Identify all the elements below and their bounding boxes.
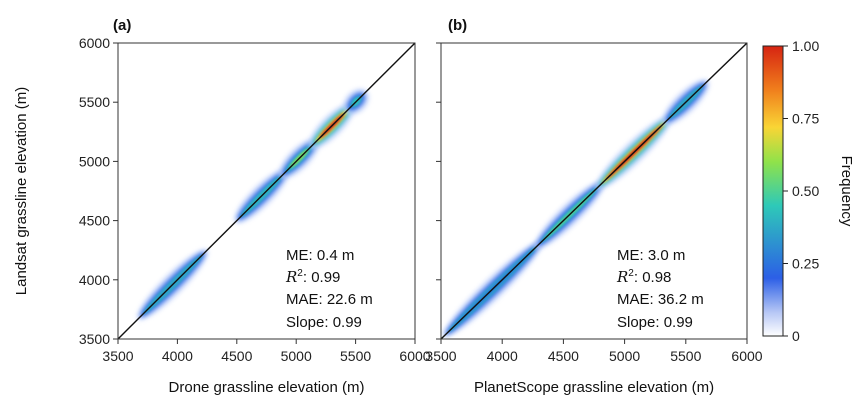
colorbar-tick-label: 0.50 [792, 183, 819, 199]
panel-a-y-ticks: 3500 4000 4500 5000 5500 6000 [79, 35, 118, 347]
colorbar-tick-label: 0 [792, 328, 800, 344]
panel-b-stat-r2-exponent: 2 [628, 268, 634, 279]
panel-b-x-axis-label: PlanetScope grassline elevation (m) [474, 379, 714, 396]
panel-b-stat-r2-symbol: R [616, 268, 628, 286]
panel-b-stat-slope: Slope: 0.99 [617, 314, 693, 331]
colorbar-tick-label: 0.25 [792, 256, 819, 272]
panel-a-label: (a) [113, 17, 131, 34]
panel-b-x-ticks: 3500 4000 4500 5000 5500 6000 [425, 339, 763, 364]
panel-b-y-ticks [436, 42, 441, 340]
panel-a-stat-r2-exponent: 2 [297, 268, 303, 279]
panel-b-x-tick-label: 5000 [609, 348, 640, 364]
panel-b-identity-line [441, 43, 747, 339]
panel-b-x-tick-label: 5500 [670, 348, 701, 364]
panel-a-x-tick-label: 6000 [399, 348, 430, 364]
colorbar-tick-label: 0.75 [792, 111, 819, 127]
panel-a-x-axis-label: Drone grassline elevation (m) [169, 379, 365, 396]
panel-a-stat-r2: R2: 0.99 [285, 268, 340, 286]
panel-a-x-tick-label: 5000 [281, 348, 312, 364]
panel-a-y-tick-label: 4500 [79, 213, 110, 229]
panel-b-frame [440, 42, 748, 340]
panel-a-x-tick-label: 5500 [340, 348, 371, 364]
panel-a-stat-me: ME: 0.4 m [286, 247, 354, 264]
panel-a-stat-slope: Slope: 0.99 [286, 314, 362, 331]
panel-a-stat-mae: MAE: 22.6 m [286, 291, 373, 308]
panel-b-stat-mae: MAE: 36.2 m [617, 291, 704, 308]
panel-a-y-tick-label: 4000 [79, 272, 110, 288]
panel-b-plot-area [441, 43, 747, 339]
colorbar-gradient [762, 45, 784, 337]
panel-b-x-tick-label: 6000 [731, 348, 762, 364]
panel-b-x-tick-label: 4000 [487, 348, 518, 364]
panel-a-x-tick-label: 4000 [162, 348, 193, 364]
panel-a-x-tick-label: 4500 [221, 348, 252, 364]
panel-b-label: (b) [448, 17, 467, 34]
panel-a-y-tick-label: 5500 [79, 94, 110, 110]
panel-a-y-tick-label: 5000 [79, 153, 110, 169]
colorbar: 0 0.25 0.50 0.75 1.00 Frequency [762, 38, 855, 344]
colorbar-label: Frequency [838, 156, 855, 227]
panel-b-x-tick-label: 3500 [425, 348, 456, 364]
panel-b-stats: ME: 3.0 m R2: 0.98 MAE: 36.2 m Slope: 0.… [616, 247, 704, 331]
panel-a-stat-r2-value: : 0.99 [303, 269, 341, 286]
colorbar-tick-label: 1.00 [792, 38, 819, 54]
panel-a-x-ticks: 3500 4000 4500 5000 5500 6000 [102, 339, 431, 364]
panel-a-plot-area [118, 43, 415, 339]
panel-a-stat-r2-symbol: R [285, 268, 297, 286]
panel-a-y-axis-label: Landsat grassline elevation (m) [13, 87, 30, 295]
panel-a-y-tick-label: 6000 [79, 35, 110, 51]
colorbar-ticks: 0 0.25 0.50 0.75 1.00 [783, 38, 819, 344]
panel-b-stat-r2: R2: 0.98 [616, 268, 671, 286]
panel-b-stat-r2-value: : 0.98 [634, 269, 672, 286]
panel-a-x-tick-label: 3500 [102, 348, 133, 364]
panel-a: (a) 3500 4000 4500 5000 5500 6000 3500 4000 450… [13, 17, 431, 396]
panel-b-x-tick-label: 4500 [548, 348, 579, 364]
panel-b-stat-me: ME: 3.0 m [617, 247, 685, 264]
panel-b: (b) 3500 4000 4500 5000 5500 6000 PlanetScope… [425, 17, 762, 396]
panel-a-stats: ME: 0.4 m R2: 0.99 MAE: 22.6 m Slope: 0.… [285, 247, 373, 331]
panel-a-y-tick-label: 3500 [79, 331, 110, 347]
panel-a-frame [117, 42, 416, 340]
panel-a-identity-line [118, 43, 415, 339]
